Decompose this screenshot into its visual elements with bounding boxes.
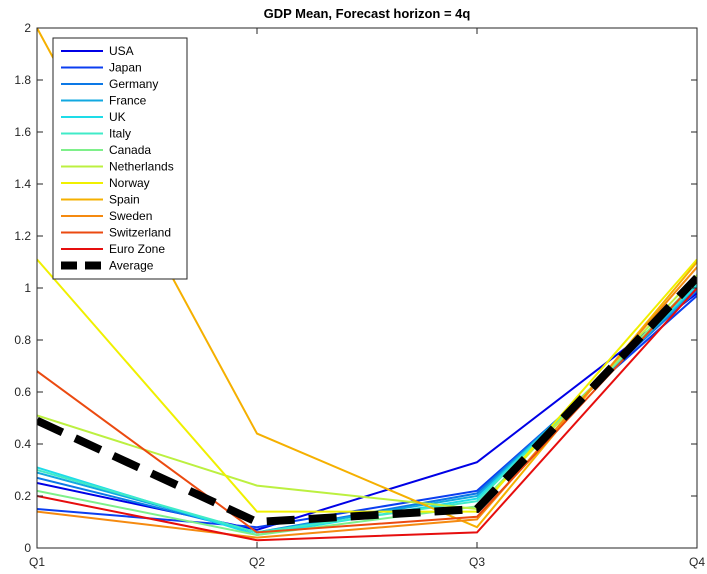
legend-label-france: France: [109, 94, 147, 108]
x-tick-label: Q2: [249, 555, 265, 569]
x-tick-label: Q1: [29, 555, 45, 569]
y-tick-label: 1.8: [14, 73, 31, 87]
legend-label-norway: Norway: [109, 176, 150, 190]
legend-label-germany: Germany: [109, 77, 158, 91]
series-line-usa: [37, 292, 697, 531]
legend-label-netherlands: Netherlands: [109, 160, 174, 174]
legend-label-switzerland: Switzerland: [109, 226, 171, 240]
legend-label-spain: Spain: [109, 193, 140, 207]
y-tick-label: 0.6: [14, 385, 31, 399]
legend-label-japan: Japan: [109, 61, 142, 75]
legend-label-euro-zone: Euro Zone: [109, 242, 165, 256]
series-line-euro-zone: [37, 287, 697, 542]
legend-label-uk: UK: [109, 110, 126, 124]
legend-box: [52, 37, 188, 280]
y-tick-label: 0.2: [14, 489, 31, 503]
legend-label-sweden: Sweden: [109, 209, 152, 223]
y-tick-label: 0.4: [14, 437, 31, 451]
series-line-sweden: [37, 266, 697, 539]
y-tick-label: 2: [24, 21, 31, 35]
y-tick-label: 1: [24, 281, 31, 295]
series-line-average: [37, 274, 697, 527]
y-tick-label: 1.6: [14, 125, 31, 139]
legend-label-average: Average: [109, 259, 154, 273]
legend-label-usa: USA: [109, 44, 134, 58]
y-tick-label: 1.4: [14, 177, 31, 191]
x-tick-label: Q4: [689, 555, 705, 569]
x-tick-label: Q3: [469, 555, 485, 569]
legend-label-italy: Italy: [109, 127, 131, 141]
y-tick-label: 1.2: [14, 229, 31, 243]
series-line-switzerland: [37, 279, 697, 534]
legend-label-canada: Canada: [109, 143, 151, 157]
y-tick-label: 0.8: [14, 333, 31, 347]
y-tick-label: 0: [24, 541, 31, 555]
chart-title: GDP Mean, Forecast horizon = 4q: [264, 6, 471, 21]
